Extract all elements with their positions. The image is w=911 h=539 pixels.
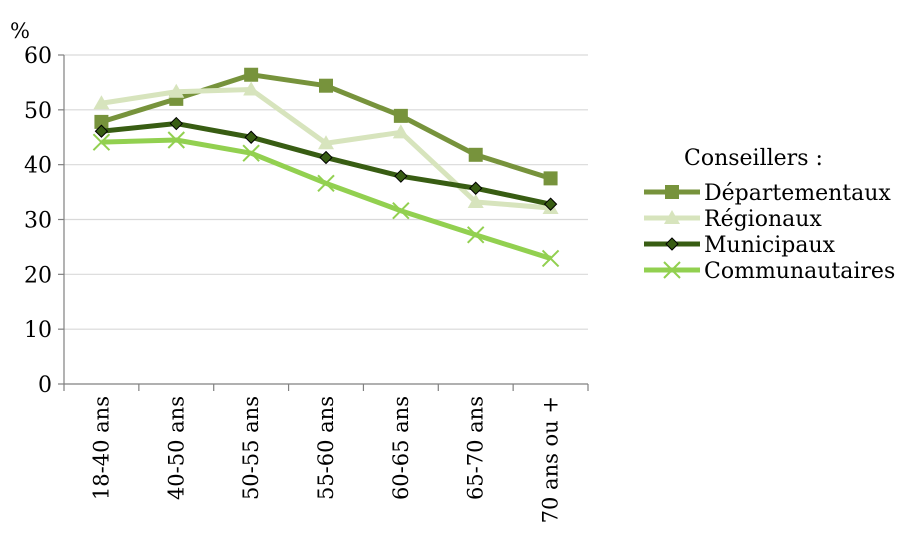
data-point <box>469 181 483 195</box>
y-tick-label: 40 <box>24 154 52 179</box>
marker-stroke <box>663 261 681 279</box>
marker-stroke <box>317 174 335 193</box>
legend-item-communautaires: Communautaires <box>644 259 895 284</box>
y-axis-unit-label: % <box>10 19 30 43</box>
data-point <box>317 174 335 193</box>
data-point <box>393 108 408 123</box>
y-tick-label: 30 <box>24 209 52 234</box>
y-tick-label: 20 <box>24 263 52 288</box>
data-point <box>543 171 558 186</box>
gridlines <box>64 54 588 330</box>
data-point <box>541 249 560 268</box>
series-municipaux <box>94 116 558 211</box>
x-tick-label: 60-65 ans <box>389 396 413 500</box>
data-point <box>93 95 110 110</box>
legend: Conseillers : DépartementauxRégionauxMun… <box>644 146 895 284</box>
data-point <box>467 226 485 244</box>
data-point <box>242 144 260 162</box>
axes <box>58 54 589 391</box>
data-point <box>244 67 259 82</box>
legend-marker <box>664 210 680 224</box>
legend-title: Conseillers : <box>684 146 823 171</box>
data-point <box>467 193 484 208</box>
data-point <box>392 202 410 220</box>
data-point <box>392 124 409 139</box>
marker-stroke <box>467 226 485 244</box>
x-tick-label: 70 ans ou + <box>539 396 563 523</box>
x-tick-label: 65-70 ans <box>464 396 488 500</box>
data-point <box>94 124 109 138</box>
data-point <box>468 147 483 162</box>
x-tick-label: 50-55 ans <box>239 396 263 500</box>
series-communautaires <box>92 131 560 268</box>
marker-stroke <box>541 249 560 268</box>
marker-stroke <box>92 133 111 151</box>
y-tick-label: 60 <box>24 44 52 69</box>
x-tick-label: 40-50 ans <box>164 396 188 500</box>
legend-item-departementaux: Départementaux <box>644 181 891 206</box>
marker-stroke <box>392 202 410 220</box>
x-tick-labels: 18-40 ans 40-50 ans 50-55 ans 55-60 ans 60-6… <box>89 396 562 523</box>
data-point <box>319 78 333 93</box>
data-point <box>319 150 333 165</box>
legend-marker <box>665 237 679 251</box>
y-tick-label: 10 <box>24 318 52 343</box>
data-point <box>244 130 258 144</box>
marker-stroke <box>167 131 185 149</box>
y-tick-label: 0 <box>38 373 52 398</box>
data-point <box>394 169 408 183</box>
data-point <box>168 83 185 98</box>
data-point <box>167 131 185 149</box>
data-point <box>543 197 558 211</box>
legend-item-regionaux: Régionaux <box>644 207 822 232</box>
data-point <box>92 133 111 151</box>
y-tick-labels: 0 10 20 30 40 50 60 <box>24 44 52 398</box>
legend-marker <box>665 185 679 199</box>
legend-label: Communautaires <box>704 259 895 284</box>
x-tick-label: 55-60 ans <box>314 396 338 500</box>
y-tick-label: 50 <box>24 99 52 124</box>
data-point <box>169 116 183 131</box>
data-point <box>318 135 334 150</box>
series <box>92 67 560 268</box>
legend-label: Municipaux <box>704 233 836 258</box>
legend-marker <box>663 261 681 279</box>
legend-label: Départementaux <box>704 181 891 206</box>
series-regionaux <box>93 81 559 214</box>
x-tick-label: 18-40 ans <box>89 396 113 500</box>
data-point <box>94 114 109 129</box>
legend-label: Régionaux <box>704 207 822 232</box>
marker-stroke <box>242 144 260 162</box>
legend-item-municipaux: Municipaux <box>644 233 836 258</box>
data-point <box>243 81 260 96</box>
